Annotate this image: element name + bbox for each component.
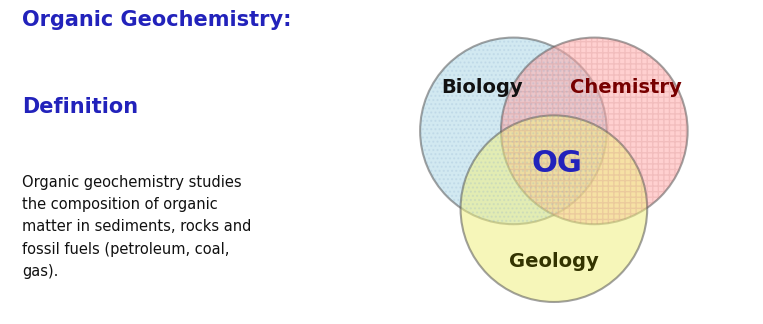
- Text: Geology: Geology: [509, 252, 599, 271]
- Text: Biology: Biology: [442, 78, 523, 97]
- Circle shape: [420, 38, 607, 224]
- Text: Chemistry: Chemistry: [569, 78, 681, 97]
- Text: Definition: Definition: [22, 97, 138, 117]
- Text: OG: OG: [532, 149, 582, 178]
- Circle shape: [501, 38, 687, 224]
- Circle shape: [461, 115, 647, 302]
- Text: Organic Geochemistry:: Organic Geochemistry:: [22, 10, 291, 30]
- Text: Organic geochemistry studies
the composition of organic
matter in sediments, roc: Organic geochemistry studies the composi…: [22, 175, 252, 279]
